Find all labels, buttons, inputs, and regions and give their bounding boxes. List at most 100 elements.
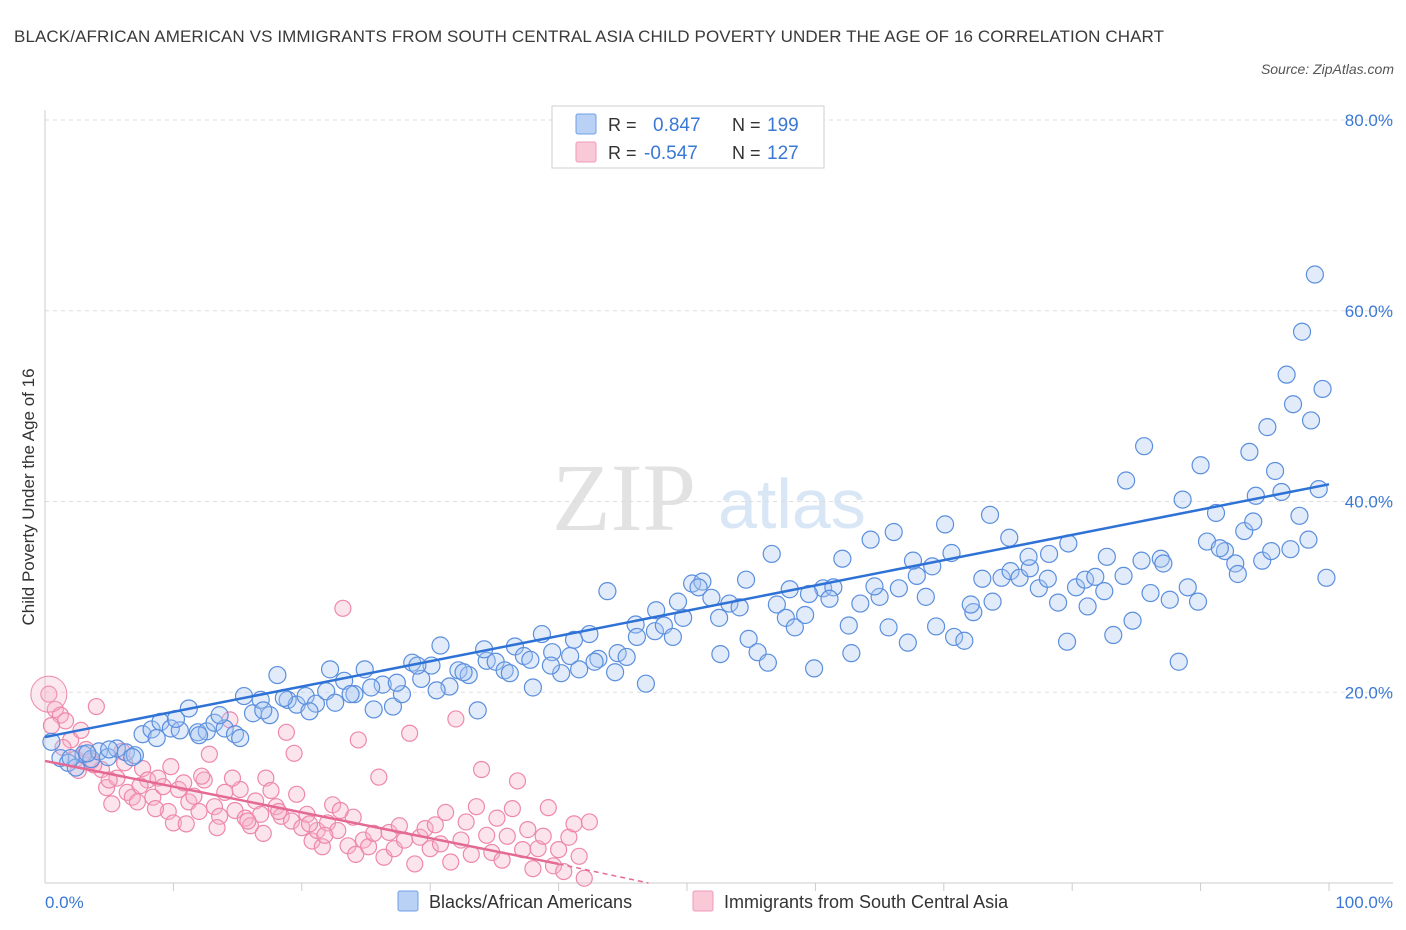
immigrants-point-29 (190, 802, 208, 821)
immigrants-point-96 (534, 827, 552, 845)
blacks-point-193 (1210, 539, 1229, 558)
blacks-point-76 (739, 629, 758, 648)
immigrants-point-125 (331, 801, 349, 820)
blacks-point-175 (865, 577, 884, 596)
correlation-legend: R = 0.847 N = 199 R = -0.547 N = 127 (551, 105, 825, 169)
blacks-point-192 (1191, 456, 1210, 475)
blacks-point-73 (711, 644, 730, 664)
blacks-point-152 (362, 678, 381, 697)
immigrants-point-56 (329, 821, 347, 840)
blacks-point-156 (454, 663, 473, 682)
immigrants-point-126 (347, 845, 365, 863)
y-tick-label-60: 60.0% (1345, 302, 1393, 321)
blacks-point-200 (1240, 442, 1259, 462)
immigrants-point-106 (42, 717, 61, 735)
blacks-point-75 (730, 598, 749, 617)
immigrants-point-74 (421, 840, 439, 858)
immigrants-point-116 (193, 767, 211, 785)
blacks-point-96 (926, 617, 946, 636)
immigrants-point-103 (570, 847, 588, 865)
immigrants-point-64 (370, 768, 388, 786)
blacks-point-47 (468, 701, 487, 720)
blacks-point-89 (861, 530, 880, 549)
blacks-point-50 (495, 661, 514, 680)
immigrants-point-84 (472, 760, 491, 779)
legend-n-label-blue: N = (732, 115, 761, 135)
x-tick-label-100: 100.0% (1335, 893, 1393, 912)
blacks-point-30 (306, 694, 326, 713)
blacks-point-150 (320, 660, 340, 679)
blacks-point-11 (133, 725, 152, 744)
blacks-point-166 (668, 592, 688, 611)
immigrants-point-48 (288, 785, 306, 803)
blacks-point-112 (1075, 570, 1095, 589)
blacks-point-94 (907, 566, 926, 585)
immigrants-point-94 (524, 860, 542, 878)
blacks-point-58 (570, 660, 589, 679)
blacks-point-99 (955, 631, 974, 650)
immigrants-point-85 (478, 826, 496, 844)
immigrants-point-57 (334, 599, 352, 617)
blacks-point-61 (598, 582, 617, 601)
immigrants-point-120 (254, 824, 272, 843)
blacks-point-195 (1246, 486, 1265, 505)
blacks-point-190 (1154, 554, 1173, 573)
x-tick-label-0: 0.0% (45, 893, 84, 912)
blacks-point-113 (1086, 567, 1105, 586)
blacks-point-187 (1097, 547, 1116, 566)
blacks-point-92 (889, 579, 908, 598)
trend-line-immigrants (44, 759, 559, 866)
blacks-point-188 (1117, 471, 1136, 490)
immigrants-point-70 (401, 724, 419, 742)
blacks-point-132 (1262, 541, 1281, 561)
blacks-point-98 (944, 627, 964, 647)
immigrants-point-117 (208, 819, 226, 837)
blacks-point-14 (161, 719, 180, 738)
blacks-point-165 (647, 601, 666, 620)
blacks-point-118 (1132, 551, 1151, 570)
blacks-point-173 (820, 589, 839, 608)
blacks-point-191 (1173, 490, 1192, 509)
blacks-point-184 (1039, 544, 1059, 564)
immigrants-point-99 (549, 841, 568, 859)
blacks-point-26 (268, 665, 287, 685)
blacks-point-104 (1001, 562, 1020, 581)
blacks-point-91 (879, 618, 898, 637)
immigrants-point-93 (519, 820, 537, 839)
blacks-point-87 (842, 644, 861, 663)
immigrants-point-47 (282, 812, 301, 830)
blacks-point-95 (916, 587, 935, 606)
blacks-point-202 (1277, 365, 1296, 384)
blacks-point-127 (1215, 541, 1235, 561)
blacks-point-145 (210, 706, 229, 725)
series-blacks-points (42, 265, 1336, 777)
blacks-point-201 (1258, 418, 1277, 437)
blacks-point-79 (767, 595, 786, 614)
blacks-point-10 (125, 746, 144, 765)
blacks-point-37 (373, 675, 392, 694)
blacks-point-29 (296, 686, 315, 706)
blacks-point-123 (1178, 578, 1197, 597)
immigrants-point-46 (277, 723, 295, 741)
blacks-point-15 (170, 721, 189, 740)
blacks-point-196 (1265, 461, 1285, 481)
blacks-point-164 (627, 627, 647, 647)
blacks-point-126 (1206, 503, 1226, 523)
blacks-point-162 (585, 652, 604, 671)
blacks-point-130 (1244, 512, 1263, 531)
trend-lines (44, 483, 1330, 884)
legend-r-value-blue: 0.847 (653, 115, 701, 136)
blacks-point-137 (1309, 480, 1328, 499)
bottom-legend-label-pink: Immigrants from South Central Asia (724, 892, 1009, 912)
blacks-point-39 (392, 685, 412, 704)
blacks-point-197 (1283, 395, 1303, 414)
immigrants-point-71 (406, 855, 424, 873)
immigrants-point-91 (508, 772, 527, 790)
immigrants-point-114 (162, 758, 180, 776)
blacks-point-116 (1114, 566, 1133, 585)
blacks-point-88 (851, 594, 870, 613)
blacks-point-114 (1095, 582, 1114, 601)
immigrants-point-110 (100, 771, 118, 789)
immigrants-point-118 (223, 769, 242, 787)
